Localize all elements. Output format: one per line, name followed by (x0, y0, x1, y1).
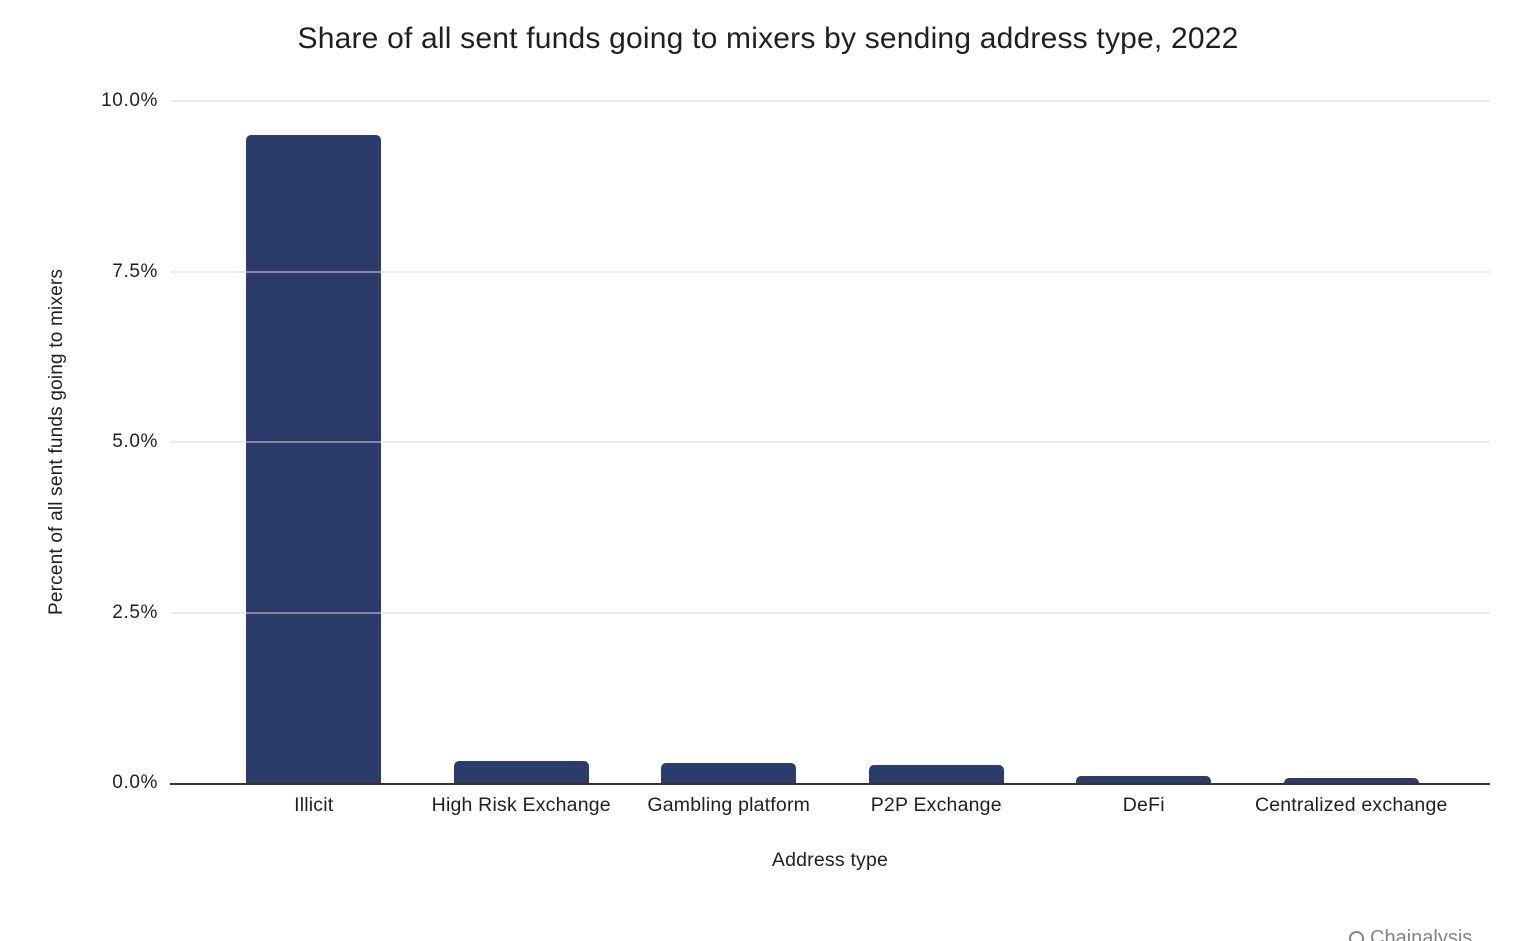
bar-column (625, 101, 833, 783)
bar-series (170, 101, 1490, 783)
bar (1283, 778, 1419, 783)
plot-area (170, 100, 1490, 785)
bar-column (210, 101, 418, 783)
x-tick-label: P2P Exchange (870, 794, 1002, 816)
gridline (170, 100, 1490, 102)
x-tick-label: Centralized exchange (1254, 794, 1448, 816)
bar-column (833, 101, 1041, 783)
y-tick-label: 2.5% (112, 601, 158, 623)
bar (661, 763, 797, 783)
x-tick-label: High Risk Exchange (431, 794, 611, 816)
bar-column (1040, 101, 1248, 783)
y-tick-label: 0.0% (112, 772, 158, 793)
watermark-text: Chainalysis (1370, 927, 1473, 941)
y-tick-label: 7.5% (112, 260, 158, 282)
bar-column (418, 101, 626, 783)
chart-title: Share of all sent funds going to mixers … (297, 22, 1239, 55)
bar (453, 760, 589, 783)
y-tick-label: 5.0% (112, 431, 158, 452)
gridline (170, 441, 1490, 443)
x-axis-title: Address type (771, 849, 889, 871)
bar-column (1248, 101, 1456, 783)
y-axis-tick-labels: 0.0% 2.5% 5.0% 7.5% 10.0% (0, 90, 158, 793)
x-tick-label: DeFi (1122, 794, 1165, 816)
bar (246, 135, 382, 783)
bar (868, 764, 1004, 783)
gridline (170, 612, 1490, 613)
gridline (170, 271, 1490, 272)
watermark: Chainalysis (1349, 927, 1472, 941)
x-axis-tick-labels: Illicit High Risk Exchange Gambling platfo… (170, 794, 1490, 817)
chainalysis-logo-icon (1349, 931, 1364, 941)
x-tick-label: Gambling platform (647, 794, 811, 816)
x-tick-label: Illicit (294, 794, 334, 816)
bar (1076, 776, 1212, 783)
y-tick-label: 10.0% (101, 90, 158, 111)
